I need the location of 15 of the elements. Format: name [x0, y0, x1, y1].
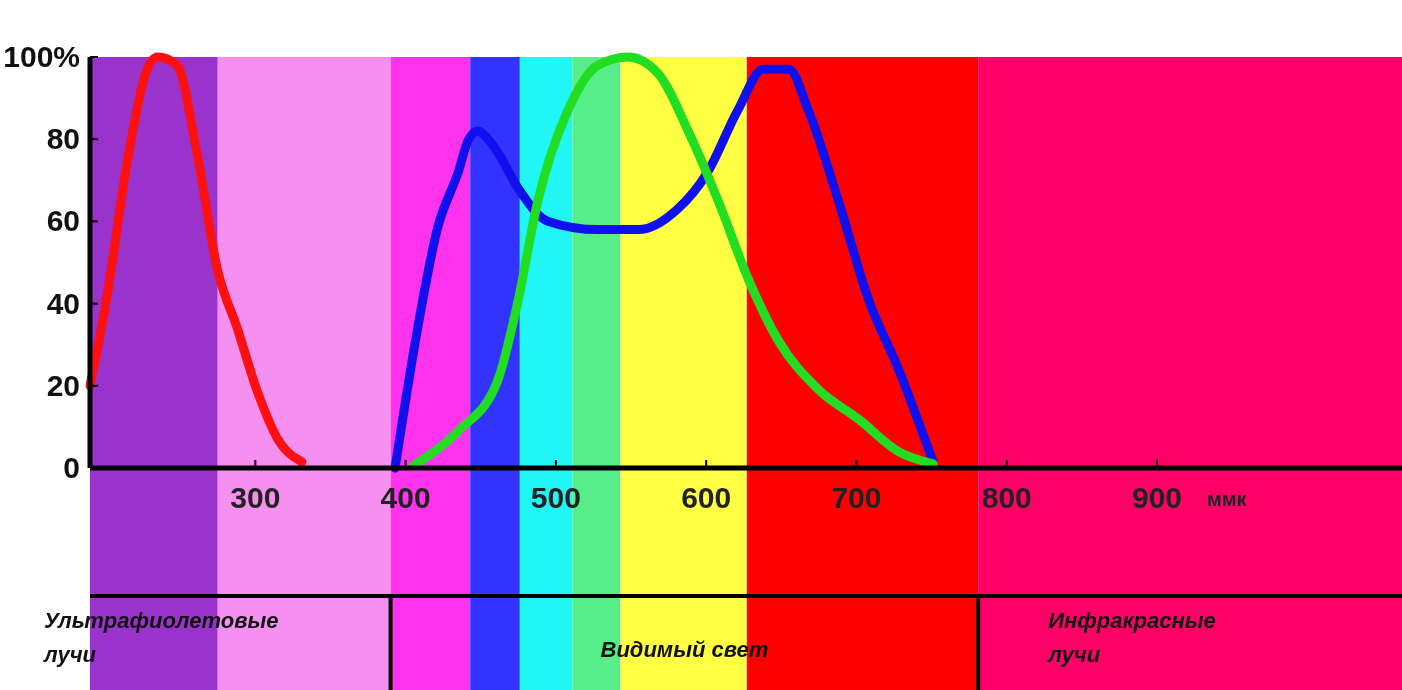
- text: Инфракрасные лучи: [1047, 608, 1216, 667]
- x-tick-label: 400: [380, 481, 431, 514]
- y-tick-label: 80: [46, 122, 80, 156]
- y-tick-label: 60: [46, 204, 80, 238]
- y-tick-label: 40: [46, 286, 80, 320]
- x-tick-label: 600: [681, 481, 732, 514]
- x-axis-title: ммк: [1207, 488, 1248, 510]
- x-tick-label: 800: [981, 481, 1032, 514]
- y-tick-label: 0: [63, 451, 80, 484]
- x-tick-label: 500: [530, 481, 581, 514]
- y-tick-label: 20: [46, 368, 80, 402]
- x-tick-label: 300: [230, 481, 281, 514]
- y-tick-label: 100%: [3, 40, 80, 73]
- x-tick-label: 700: [831, 481, 882, 514]
- x-tick-label: 900: [1132, 481, 1183, 514]
